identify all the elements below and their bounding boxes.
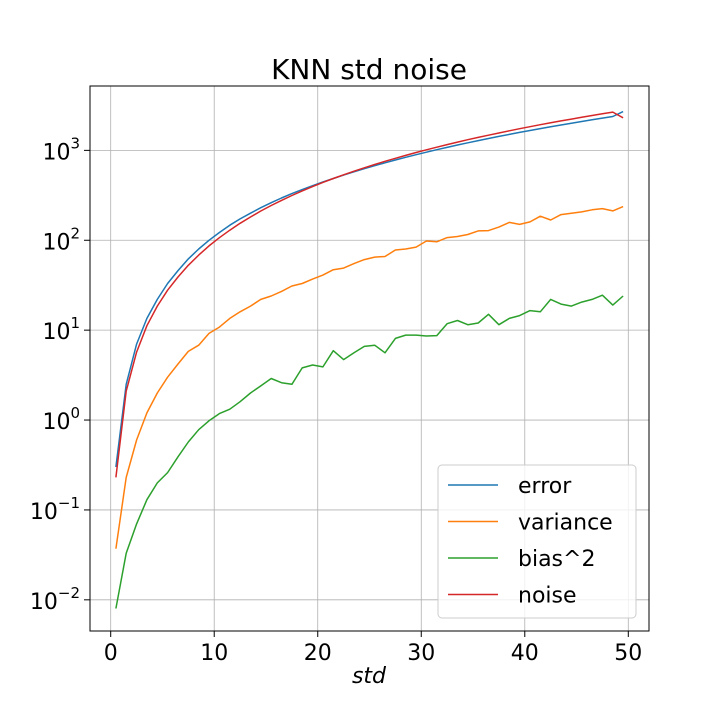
x-tick-label: 50 (614, 641, 642, 666)
y-tick-label: 10−2 (30, 584, 80, 615)
x-tick-label: 0 (104, 641, 118, 666)
y-tick-base: 10 (42, 230, 70, 255)
chart-title: KNN std noise (271, 53, 467, 86)
y-tick-label: 102 (42, 224, 80, 255)
x-tick-label: 10 (200, 641, 228, 666)
y-tick-exponent: 3 (70, 134, 80, 152)
y-tick-base: 10 (30, 590, 58, 615)
legend-label: noise (518, 584, 577, 609)
series-line-variance (115, 205, 624, 549)
series-line-error (115, 110, 624, 468)
y-tick-label: 103 (42, 134, 80, 165)
plot-frame (89, 85, 650, 632)
legend-label: error (518, 474, 572, 499)
y-tick-base: 10 (42, 410, 70, 435)
y-tick-exponent: 1 (70, 314, 80, 332)
series-line-bias-2 (115, 294, 624, 609)
legend-label: bias^2 (518, 547, 595, 572)
x-tick-label: 30 (407, 641, 435, 666)
y-tick-base: 10 (42, 140, 70, 165)
x-axis-label: std (352, 664, 387, 689)
y-tick-base: 10 (42, 320, 70, 345)
legend-box (437, 464, 637, 619)
x-tick-label: 20 (304, 641, 332, 666)
legend-label: variance (518, 511, 613, 536)
y-tick-label: 100 (42, 404, 80, 435)
series-line-noise (115, 111, 624, 478)
grid (90, 86, 649, 631)
x-tick-label: 40 (511, 641, 539, 666)
x-axis: 0 10 20 30 40 50 (104, 631, 642, 666)
legend: error variance bias^2 noise (437, 464, 637, 619)
y-tick-exponent: −1 (58, 494, 80, 512)
y-tick-base: 10 (30, 500, 58, 525)
y-tick-label: 101 (42, 314, 80, 345)
y-tick-exponent: −2 (58, 584, 80, 602)
series-layer (115, 110, 624, 609)
y-tick-label: 10−1 (30, 494, 80, 525)
y-tick-exponent: 2 (70, 224, 80, 242)
y-tick-exponent: 0 (70, 404, 80, 422)
